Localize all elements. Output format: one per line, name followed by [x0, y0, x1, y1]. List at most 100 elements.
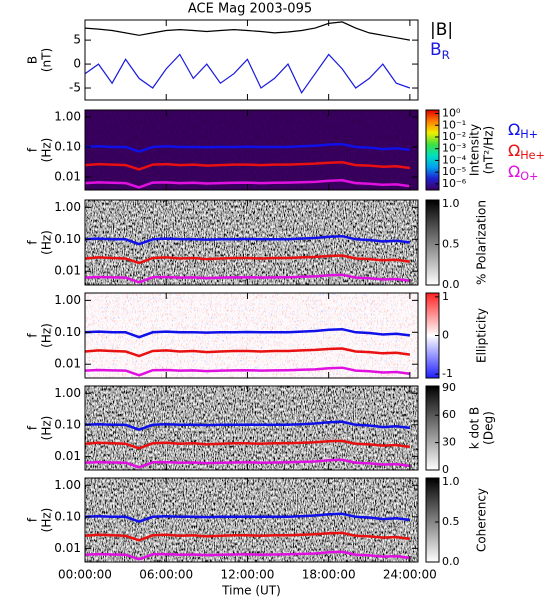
y-tick-label: -5 — [69, 81, 81, 95]
colorbar-tick-label: 10⁻² — [442, 130, 466, 143]
cyclotron-line — [84, 531, 411, 542]
legend-subscript: He+ — [520, 149, 545, 162]
colorbar-tick-label: 90 — [442, 381, 456, 394]
x-tick-label: 24:00:00 — [383, 568, 437, 582]
colorbar-tick-label: 10⁰ — [442, 107, 461, 120]
y-axis-label: f — [26, 425, 40, 430]
panel-frame — [84, 385, 419, 471]
cyclotron-line — [84, 179, 411, 189]
y-axis-label: f — [26, 517, 40, 522]
y-tick-label: 0.10 — [54, 509, 81, 523]
colorbar-label: k dot B — [468, 407, 482, 449]
legend-subscript: O+ — [520, 170, 538, 183]
y-axis-label: f — [26, 333, 40, 338]
y-tick-label: 0.01 — [54, 357, 81, 371]
cyclotron-line — [84, 142, 411, 153]
y-axis-label: (Hz) — [40, 323, 54, 348]
colorbar-tick-label: 0.5 — [442, 515, 460, 528]
cyclotron-line — [84, 347, 411, 358]
colorbar-tick-label: 60 — [442, 408, 456, 421]
y-axis-label: (Hz) — [40, 416, 54, 441]
series-line — [84, 21, 411, 41]
x-tick-label: 00:00:00 — [58, 568, 112, 582]
colorbar-tick-label: 10⁻³ — [442, 142, 466, 155]
panel-frame — [84, 477, 419, 563]
y-tick-label: 1.00 — [54, 109, 81, 123]
legend-name: Ω — [508, 162, 520, 181]
y-axis-label: f — [26, 147, 40, 152]
y-tick-label: 0.01 — [54, 264, 81, 278]
colorbar-label: Intensity — [468, 124, 482, 176]
cyclotron-line — [84, 327, 411, 339]
y-axis-label: (Hz) — [40, 138, 54, 163]
y-axis-label: (Hz) — [40, 508, 54, 533]
series-line — [84, 53, 411, 94]
legend-label: ΩO+ — [508, 162, 538, 184]
colorbar-tick-label: 0 — [442, 329, 449, 342]
x-tick-label: 18:00:00 — [302, 568, 356, 582]
y-tick-label: 0.10 — [54, 325, 81, 339]
panel-frame — [84, 109, 419, 191]
y-tick-label: 1.00 — [54, 200, 81, 214]
colorbar-label: Ellipticity — [475, 308, 489, 363]
legend-subscript: H+ — [520, 128, 538, 141]
colorbar — [425, 477, 440, 563]
cyclotron-line — [84, 439, 411, 450]
panel-frame — [84, 19, 419, 101]
colorbar-label: % Polarization — [475, 200, 489, 285]
legend-name: Ω — [508, 141, 520, 160]
y-tick-label: 0.01 — [54, 449, 81, 463]
cyclotron-line — [84, 512, 411, 524]
cyclotron-line — [84, 366, 411, 377]
y-tick-label: 0.10 — [54, 417, 81, 431]
legend-subscript: R — [442, 48, 450, 62]
colorbar — [425, 109, 440, 191]
cyclotron-line — [84, 420, 411, 432]
legend-label: |B| — [430, 20, 453, 40]
panel-frame — [84, 292, 419, 379]
y-tick-label: 0.01 — [54, 170, 81, 184]
legend-name: B — [430, 40, 442, 60]
legend-label: BR — [430, 40, 450, 62]
colorbar-tick-label: 1.0 — [442, 197, 460, 210]
cyclotron-line — [84, 254, 411, 265]
colorbar-tick-label: 10⁻¹ — [442, 118, 466, 131]
y-tick-label: 5 — [73, 33, 81, 47]
y-tick-label: 0 — [73, 57, 81, 71]
x-axis-label: Time (UT) — [221, 584, 281, 598]
y-axis-label: f — [26, 240, 40, 245]
y-axis-label: (nT) — [40, 48, 54, 72]
panel-frame — [84, 199, 419, 286]
y-axis-label: B — [26, 56, 40, 64]
legend-label: ΩH+ — [508, 120, 538, 142]
colorbar — [425, 385, 440, 471]
colorbar-tick-label: 30 — [442, 436, 456, 449]
colorbar-label: (nT²/Hz) — [482, 126, 496, 174]
x-tick-label: 12:00:00 — [220, 568, 274, 582]
y-tick-label: 1.00 — [54, 478, 81, 492]
y-tick-label: 1.00 — [54, 293, 81, 307]
y-tick-label: 0.10 — [54, 232, 81, 246]
colorbar-tick-label: 0.0 — [442, 278, 460, 291]
colorbar-tick-label: 1 — [442, 290, 449, 303]
cyclotron-line — [84, 234, 411, 246]
x-tick-label: 06:00:00 — [139, 568, 193, 582]
colorbar-tick-label: 10⁻⁵ — [442, 165, 466, 178]
legend-name: |B| — [430, 20, 453, 40]
colorbar-tick-label: 10⁻⁶ — [442, 177, 467, 190]
cyclotron-line — [84, 161, 411, 171]
chart-title: ACE Mag 2003-095 — [188, 2, 312, 17]
colorbar-tick-label: 0.0 — [442, 555, 460, 568]
colorbar-tick-label: 1.0 — [442, 475, 460, 488]
colorbar — [425, 199, 440, 286]
colorbar-tick-label: 0 — [442, 463, 449, 476]
colorbar-label: (Deg) — [482, 411, 496, 445]
colorbar-tick-label: 10⁻⁴ — [442, 153, 467, 166]
y-tick-label: 0.01 — [54, 541, 81, 555]
colorbar-label: Coherency — [475, 488, 489, 552]
cyclotron-line — [84, 273, 411, 284]
legend-name: Ω — [508, 120, 520, 139]
y-tick-label: 0.10 — [54, 139, 81, 153]
legend-label: ΩHe+ — [508, 141, 545, 163]
